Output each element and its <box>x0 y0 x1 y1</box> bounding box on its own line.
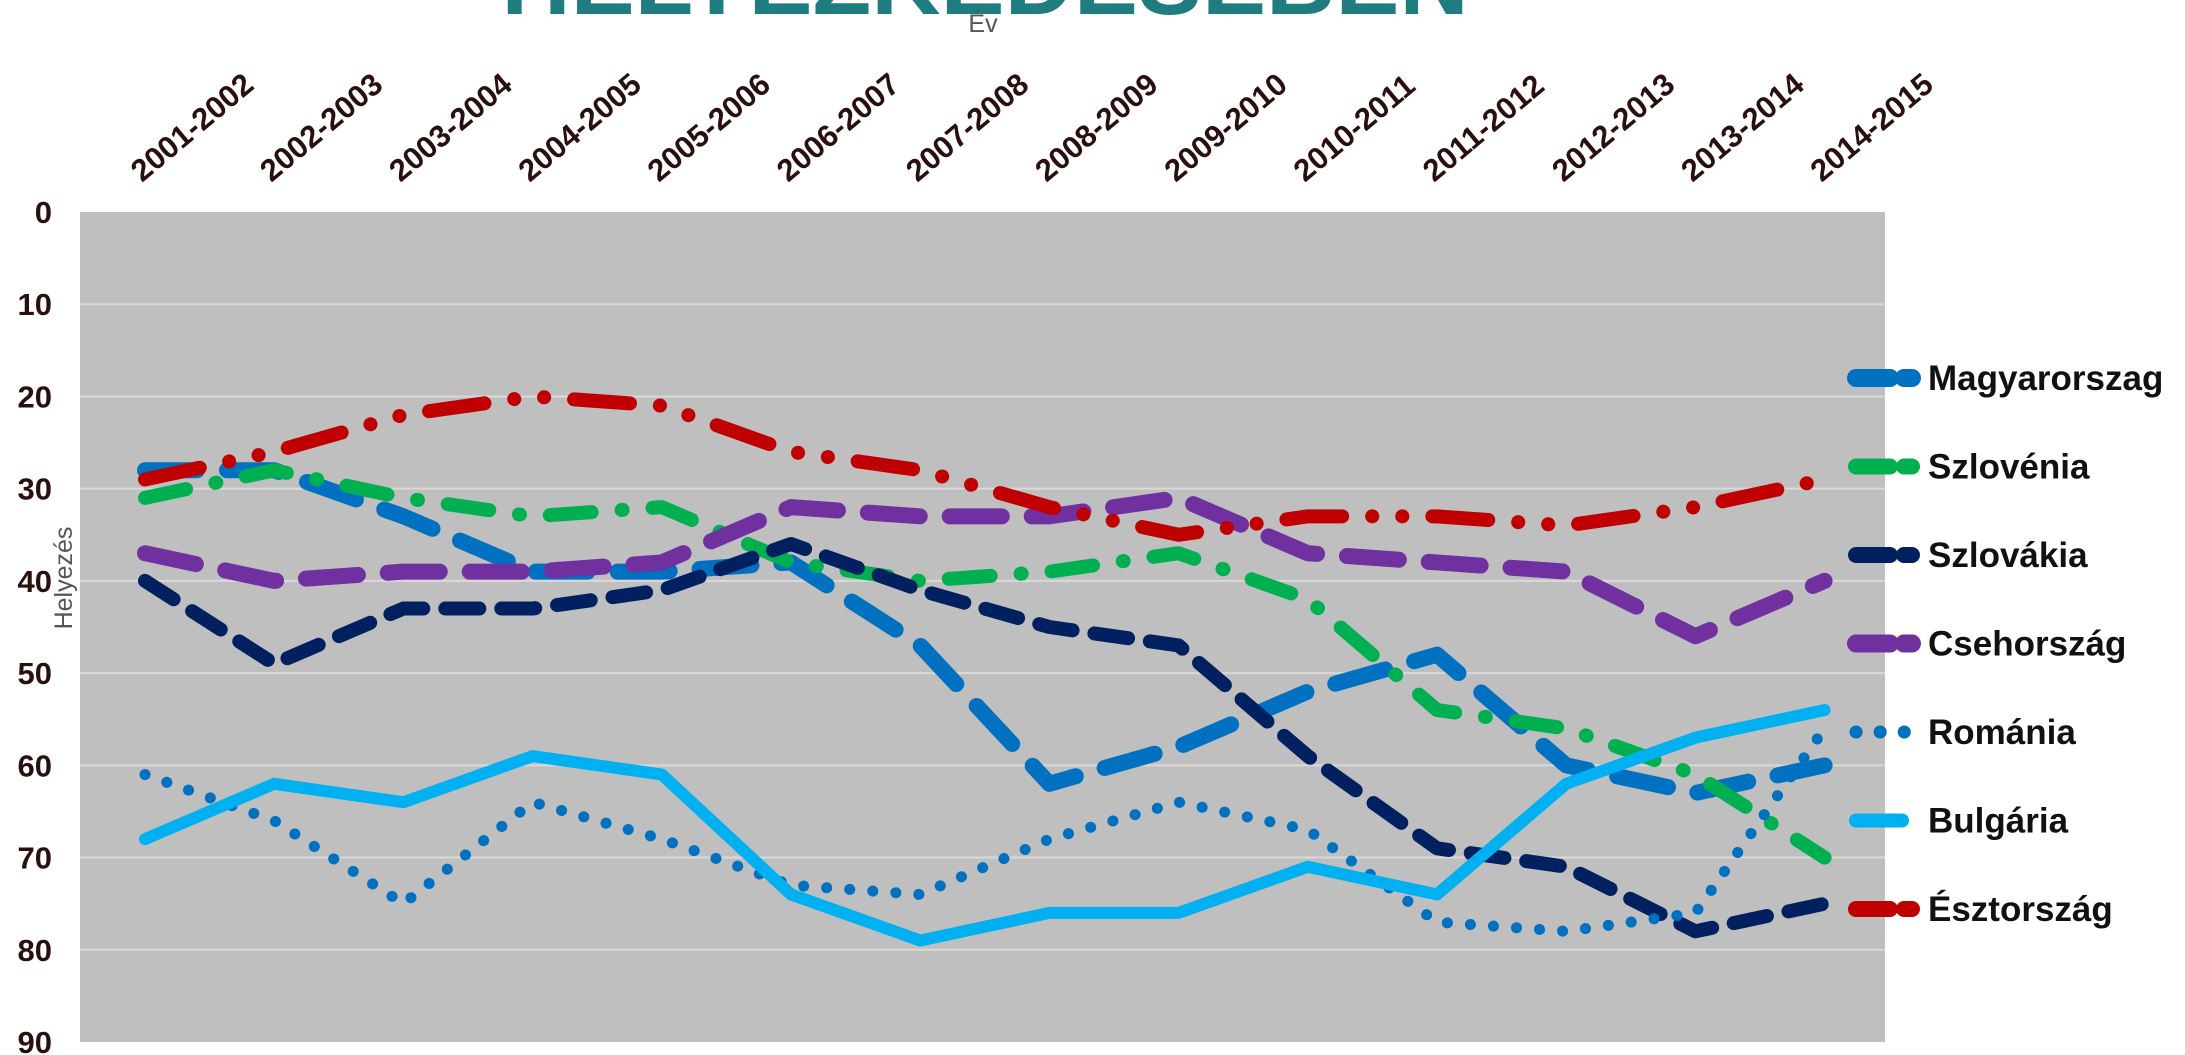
x-axis-title: Év <box>968 9 998 38</box>
legend-item: Észtország <box>1848 889 2113 929</box>
series-line <box>138 537 1832 939</box>
x-tick-label: 2005-2006 <box>641 66 777 188</box>
plot-area <box>80 212 1885 1042</box>
legend: Magyarorszag Szlovénia Szlovákia Csehország… <box>1847 359 2163 929</box>
y-tick-label: 50 <box>18 656 52 691</box>
y-axis-ticks: 0 10 20 30 40 50 60 70 80 90 <box>18 195 52 1055</box>
x-tick-label: 2001-2002 <box>124 66 260 188</box>
y-tick-label: 0 <box>35 195 52 230</box>
legend-item: Szlovénia <box>1848 448 2090 487</box>
series-line <box>137 489 1833 645</box>
x-tick-label: 2006-2007 <box>770 66 906 188</box>
y-tick-label: 90 <box>18 1025 52 1055</box>
x-tick-label: 2010-2011 <box>1287 67 1422 188</box>
x-tick-label: 2003-2004 <box>382 66 519 189</box>
legend-label: Bulgária <box>1928 802 2069 841</box>
legend-label: Szlovákia <box>1928 536 2088 575</box>
legend-label: Észtország <box>1928 889 2113 929</box>
legend-label: Magyarorszag <box>1928 359 2163 398</box>
x-tick-label: 2008-2009 <box>1028 66 1164 188</box>
series-line <box>139 704 1831 947</box>
y-tick-label: 70 <box>18 841 52 876</box>
y-tick-label: 40 <box>18 564 52 599</box>
banner-title: HELYEZKEDÉSÉBEN <box>501 0 1468 35</box>
y-tick-label: 20 <box>18 379 52 414</box>
y-tick-label: 10 <box>18 287 52 322</box>
legend-item: Magyarorszag <box>1847 359 2163 398</box>
series-line <box>138 389 1832 542</box>
x-tick-label: 2013-2014 <box>1674 66 1811 189</box>
x-tick-label: 2011-2012 <box>1416 67 1551 188</box>
x-tick-label: 2007-2008 <box>899 66 1035 188</box>
y-tick-label: 60 <box>18 748 52 783</box>
series-line <box>138 463 1832 865</box>
legend-label: Csehország <box>1928 625 2126 664</box>
x-tick-label: 2002-2003 <box>253 66 389 188</box>
x-tick-label: 2012-2013 <box>1545 66 1681 188</box>
y-tick-label: 30 <box>18 472 52 507</box>
y-tick-label: 80 <box>18 933 52 968</box>
series-line <box>137 462 1833 801</box>
legend-item: Románia <box>1849 713 2076 752</box>
legend-item: Csehország <box>1847 625 2126 664</box>
x-tick-label: 2014-2015 <box>1804 66 1940 188</box>
legend-label: Szlovénia <box>1928 448 2090 487</box>
x-tick-label: 2009-2010 <box>1158 66 1294 188</box>
y-axis-title: Helyezés <box>50 527 78 630</box>
legend-item: Bulgária <box>1849 802 2069 841</box>
x-tick-label: 2004-2005 <box>512 66 648 188</box>
legend-item: Szlovákia <box>1848 536 2088 575</box>
series-line <box>139 722 1831 937</box>
x-axis-ticks: 2001-20022002-20032003-20042004-20052005… <box>124 66 1940 189</box>
series-layer <box>137 389 1833 947</box>
legend-label: Románia <box>1928 713 2076 752</box>
